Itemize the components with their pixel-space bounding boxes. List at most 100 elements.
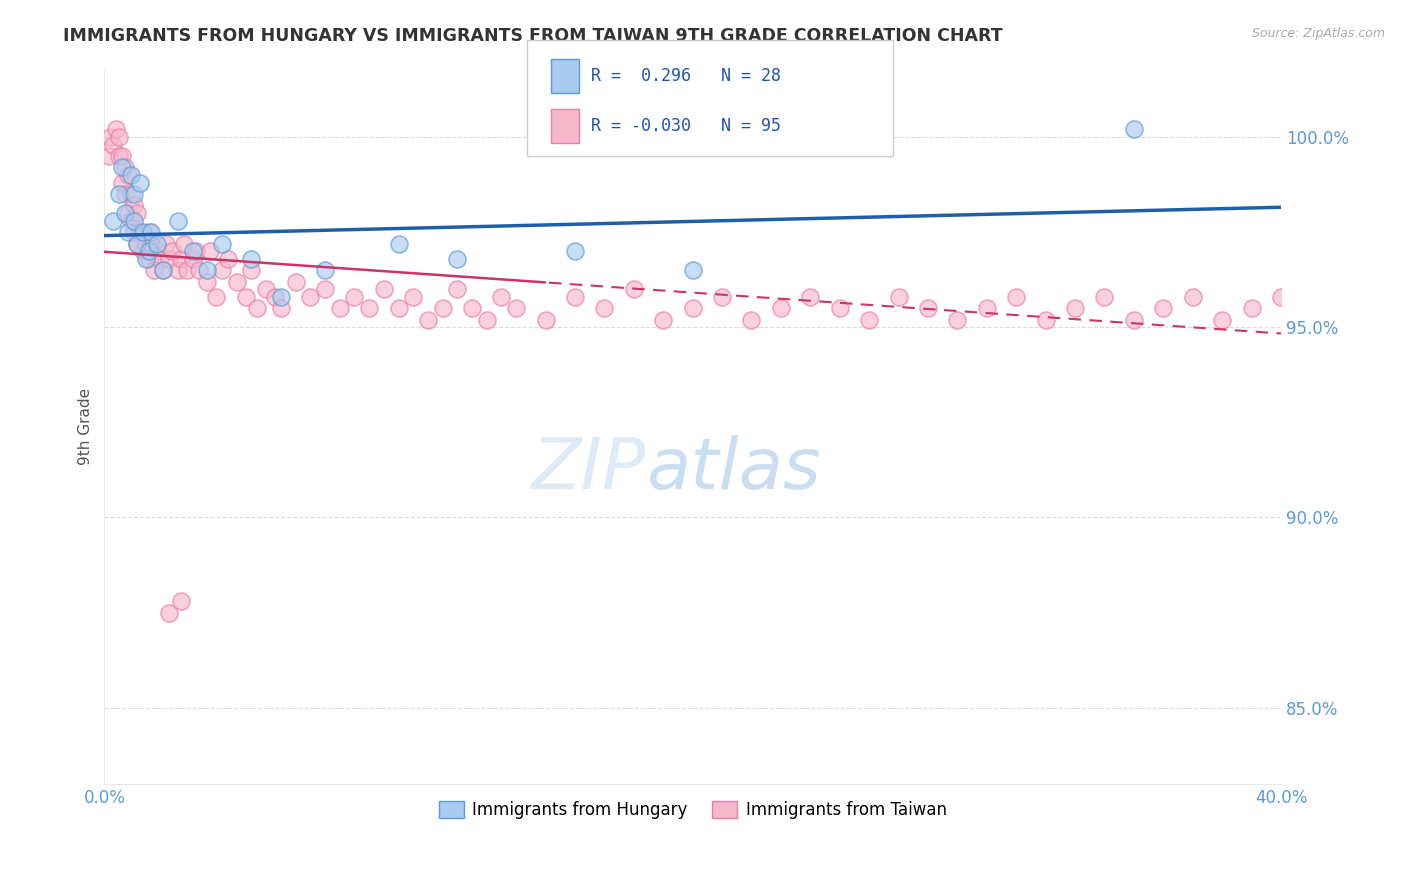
Point [111, 149, 134, 163]
Point [740, 312, 762, 326]
Point [120, 213, 142, 227]
Point [181, 244, 204, 259]
Point [246, 301, 269, 316]
Legend: Immigrants from Hungary, Immigrants from Taiwan: Immigrants from Hungary, Immigrants from… [432, 794, 953, 825]
Point [141, 236, 163, 251]
Point [887, 290, 910, 304]
Point [416, 312, 439, 326]
Point [125, 236, 148, 251]
Point [187, 263, 209, 277]
Point [117, 206, 139, 220]
Point [141, 225, 163, 239]
Point [170, 252, 193, 266]
Point [505, 301, 527, 316]
Point [858, 312, 880, 326]
Point [387, 236, 409, 251]
Point [534, 312, 557, 326]
Point [157, 606, 180, 620]
Point [314, 263, 336, 277]
Point [105, 122, 128, 136]
Point [329, 301, 352, 316]
Point [1181, 290, 1204, 304]
Point [131, 244, 153, 259]
Text: ZIP: ZIP [531, 434, 645, 504]
Point [205, 290, 228, 304]
Point [103, 213, 125, 227]
Point [98, 130, 121, 145]
Point [1152, 301, 1174, 316]
Point [111, 176, 134, 190]
Point [125, 206, 148, 220]
Point [181, 252, 204, 266]
Point [135, 236, 157, 251]
Point [976, 301, 998, 316]
Point [170, 594, 193, 608]
Point [117, 168, 139, 182]
Point [195, 263, 218, 277]
Point [122, 213, 145, 227]
Point [359, 301, 381, 316]
Point [270, 290, 292, 304]
Point [211, 263, 233, 277]
Point [254, 282, 277, 296]
Point [152, 263, 174, 277]
Point [114, 206, 136, 220]
Point [799, 290, 821, 304]
Point [1211, 312, 1233, 326]
Point [270, 301, 292, 316]
Point [343, 290, 366, 304]
Point [1329, 301, 1351, 316]
Point [135, 252, 157, 266]
Point [314, 282, 336, 296]
Point [217, 252, 239, 266]
Point [125, 236, 148, 251]
Point [146, 236, 169, 251]
Point [225, 275, 247, 289]
Point [138, 244, 160, 259]
Point [200, 244, 222, 259]
Point [284, 275, 307, 289]
Point [711, 290, 734, 304]
Text: R =  0.296   N = 28: R = 0.296 N = 28 [591, 67, 780, 85]
Point [155, 236, 177, 251]
Point [128, 176, 150, 190]
Point [122, 225, 145, 239]
Point [564, 290, 586, 304]
Point [176, 263, 198, 277]
Point [120, 168, 142, 182]
Point [769, 301, 792, 316]
Y-axis label: 9th Grade: 9th Grade [79, 387, 93, 465]
Point [128, 225, 150, 239]
Point [195, 275, 218, 289]
Text: R = -0.030   N = 95: R = -0.030 N = 95 [591, 117, 780, 135]
Point [593, 301, 616, 316]
Point [149, 252, 172, 266]
Point [446, 282, 468, 296]
Point [152, 263, 174, 277]
Point [184, 244, 207, 259]
Point [446, 252, 468, 266]
Point [1240, 301, 1263, 316]
Point [1358, 290, 1381, 304]
Point [143, 263, 166, 277]
Point [160, 244, 183, 259]
Point [432, 301, 454, 316]
Point [402, 290, 425, 304]
Point [114, 161, 136, 175]
Point [157, 252, 180, 266]
Text: IMMIGRANTS FROM HUNGARY VS IMMIGRANTS FROM TAIWAN 9TH GRADE CORRELATION CHART: IMMIGRANTS FROM HUNGARY VS IMMIGRANTS FR… [63, 27, 1002, 45]
Point [120, 187, 142, 202]
Point [475, 312, 498, 326]
Point [108, 149, 131, 163]
Point [1035, 312, 1057, 326]
Point [1005, 290, 1028, 304]
Point [682, 263, 704, 277]
Point [131, 225, 153, 239]
Point [108, 187, 131, 202]
Point [138, 225, 160, 239]
Point [211, 236, 233, 251]
Point [682, 301, 704, 316]
Point [491, 290, 513, 304]
Point [828, 301, 851, 316]
Point [1122, 312, 1144, 326]
